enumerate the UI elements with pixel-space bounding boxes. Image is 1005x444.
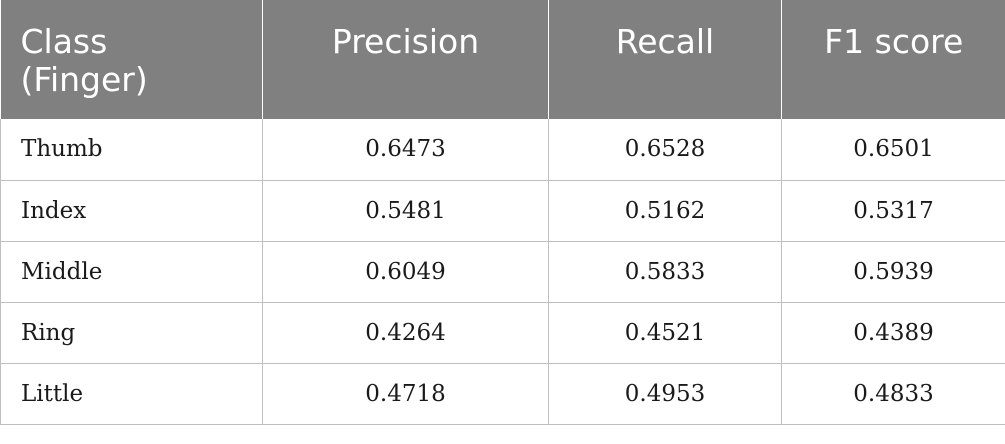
cell-recall: 0.5833 xyxy=(548,241,782,303)
cell-recall: 0.4521 xyxy=(548,302,782,364)
header-precision: Precision xyxy=(262,0,549,119)
cell-class: Index xyxy=(0,180,263,242)
metrics-table: Class (Finger) Precision Recall F1 score … xyxy=(0,0,1005,425)
cell-f1-score: 0.4833 xyxy=(781,363,1005,425)
cell-recall: 0.4953 xyxy=(548,363,782,425)
cell-precision: 0.6473 xyxy=(262,119,549,181)
cell-precision: 0.5481 xyxy=(262,180,549,242)
table-row: Ring 0.4264 0.4521 0.4389 xyxy=(0,302,1005,364)
header-class-line2: (Finger) xyxy=(20,60,148,99)
cell-class: Middle xyxy=(0,241,263,303)
table-row: Little 0.4718 0.4953 0.4833 xyxy=(0,363,1005,425)
header-class-line1: Class xyxy=(20,22,108,61)
cell-class: Little xyxy=(0,363,263,425)
table-header: Class (Finger) Precision Recall F1 score xyxy=(0,0,1005,119)
cell-class: Ring xyxy=(0,302,263,364)
cell-recall: 0.5162 xyxy=(548,180,782,242)
table-row: Middle 0.6049 0.5833 0.5939 xyxy=(0,241,1005,303)
cell-f1-score: 0.5939 xyxy=(781,241,1005,303)
cell-f1-score: 0.6501 xyxy=(781,119,1005,181)
cell-class: Thumb xyxy=(0,119,263,181)
cell-f1-score: 0.4389 xyxy=(781,302,1005,364)
table-row: Index 0.5481 0.5162 0.5317 xyxy=(0,180,1005,242)
cell-recall: 0.6528 xyxy=(548,119,782,181)
cell-precision: 0.4264 xyxy=(262,302,549,364)
header-row: Class (Finger) Precision Recall F1 score xyxy=(0,0,1005,119)
table-body: Thumb 0.6473 0.6528 0.6501 Index 0.5481 … xyxy=(0,119,1005,425)
table-row: Thumb 0.6473 0.6528 0.6501 xyxy=(0,119,1005,181)
header-class-finger: Class (Finger) xyxy=(0,0,263,119)
header-f1-score: F1 score xyxy=(781,0,1005,119)
cell-f1-score: 0.5317 xyxy=(781,180,1005,242)
header-recall: Recall xyxy=(548,0,782,119)
cell-precision: 0.4718 xyxy=(262,363,549,425)
cell-precision: 0.6049 xyxy=(262,241,549,303)
